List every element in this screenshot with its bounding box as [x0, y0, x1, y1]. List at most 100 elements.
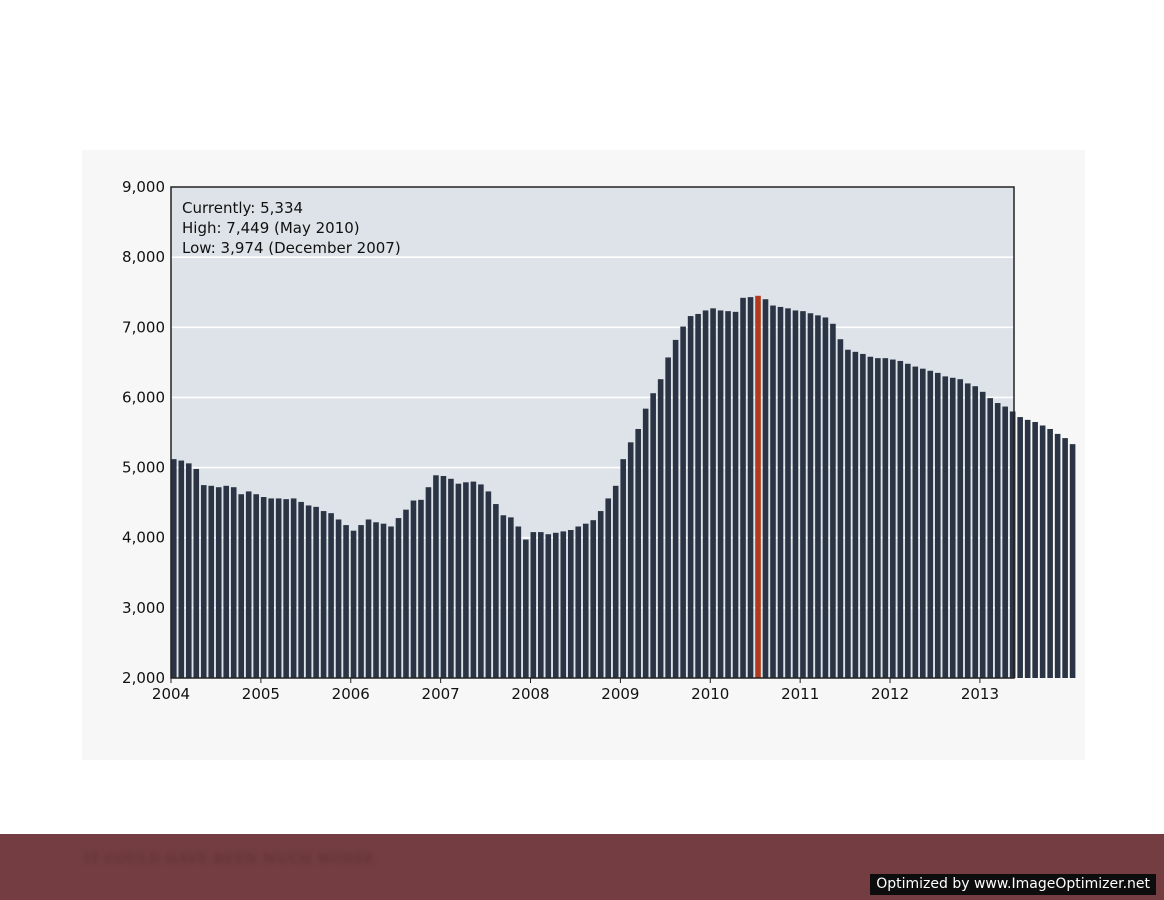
- y-tick-label: 9,000: [122, 178, 165, 196]
- x-tick-label: 2005: [242, 685, 280, 703]
- bar: [500, 515, 507, 678]
- bar: [740, 297, 746, 678]
- bar: [1062, 438, 1068, 678]
- y-tick-label: 5,000: [122, 459, 165, 477]
- bar: [867, 356, 874, 678]
- bar: [695, 313, 701, 678]
- bar: [208, 485, 215, 678]
- bar: [1009, 411, 1016, 678]
- bar: [747, 297, 754, 678]
- x-tick-label: 2013: [961, 685, 999, 703]
- bar: [1002, 406, 1008, 678]
- bar: [313, 506, 319, 678]
- bar: [433, 475, 439, 678]
- bar: [905, 363, 911, 678]
- y-tick-label: 2,000: [122, 669, 165, 687]
- x-tick-label: 2009: [601, 685, 639, 703]
- bar: [365, 519, 372, 678]
- bar: [830, 323, 836, 678]
- x-tick-label: 2006: [332, 685, 370, 703]
- bar: [882, 358, 889, 678]
- bar: [994, 403, 1001, 678]
- bar: [388, 526, 394, 678]
- bar: [178, 460, 185, 678]
- bar: [538, 532, 544, 678]
- bar: [515, 526, 522, 678]
- bar: [665, 357, 671, 678]
- bar: [979, 391, 986, 678]
- bar: [687, 316, 694, 678]
- bar: [964, 383, 971, 678]
- plot-border: [170, 186, 1015, 679]
- x-tick-label: 2004: [152, 685, 190, 703]
- y-tick-label: 8,000: [122, 248, 165, 266]
- annotation-high: High: 7,449 (May 2010): [182, 219, 360, 237]
- bar: [837, 339, 844, 678]
- bar: [530, 532, 537, 678]
- bar: [305, 505, 312, 678]
- y-tick-label: 3,000: [122, 599, 165, 617]
- bar: [373, 522, 379, 678]
- bar: [590, 520, 597, 678]
- bar: [642, 408, 649, 678]
- bar: [949, 377, 956, 678]
- chart-panel: 2,000 3,000 4,000 5,000 6,000 7,000 8,000 9,000…: [82, 150, 1085, 760]
- y-axis: 2,000 3,000 4,000 5,000 6,000 7,000 8,000 9,000: [122, 178, 165, 687]
- bar: [957, 379, 964, 678]
- bar: [343, 525, 349, 678]
- bar: [283, 499, 289, 678]
- bar: [852, 351, 859, 678]
- bar: [942, 376, 949, 678]
- bar: [605, 498, 612, 678]
- bar: [912, 366, 919, 678]
- x-tick-label: 2010: [691, 685, 729, 703]
- bar: [1024, 419, 1031, 678]
- bar: [275, 498, 282, 678]
- bar: [380, 523, 387, 678]
- bar: [508, 517, 514, 678]
- bar: [238, 494, 244, 678]
- bar: [927, 370, 934, 678]
- annotation-low: Low: 3,974 (December 2007): [182, 239, 401, 257]
- bar: [920, 368, 926, 678]
- bar-highlight: [755, 295, 761, 678]
- bar: [395, 518, 402, 678]
- x-axis: 2004 2005 2006 2007 2008 2009 2010 2011 2012 2013: [152, 678, 999, 703]
- bar: [1017, 417, 1023, 678]
- footer-caption: IT COULD HAVE BEEN MUCH WORSE: [84, 852, 375, 867]
- bar: [470, 481, 477, 678]
- x-tick-label: 2008: [511, 685, 549, 703]
- bar: [875, 358, 881, 678]
- bar: [523, 539, 529, 678]
- bar: [650, 393, 656, 678]
- bar: [567, 530, 574, 678]
- bar: [253, 494, 259, 678]
- bar: [815, 315, 821, 678]
- bar: [717, 310, 724, 678]
- bar: [485, 491, 492, 678]
- bar-chart: 2,000 3,000 4,000 5,000 6,000 7,000 8,000 9,000…: [122, 178, 1076, 703]
- bar: [215, 487, 222, 678]
- y-tick-label: 6,000: [122, 388, 165, 406]
- annotation-current: Currently: 5,334: [182, 199, 303, 217]
- y-tick-label: 4,000: [122, 529, 165, 547]
- bar: [732, 311, 739, 678]
- bar: [582, 523, 589, 678]
- bar: [807, 313, 814, 678]
- bar: [680, 326, 686, 678]
- bar: [455, 483, 462, 678]
- y-tick-label: 7,000: [122, 318, 165, 336]
- bar: [575, 526, 582, 678]
- bar: [710, 308, 716, 678]
- bar: [493, 504, 499, 678]
- bar: [702, 310, 709, 678]
- bar: [762, 299, 769, 678]
- bar: [934, 372, 941, 678]
- bar: [358, 525, 364, 678]
- bar: [620, 459, 626, 678]
- bar: [792, 310, 799, 678]
- bar: [987, 398, 993, 678]
- bar: [193, 468, 200, 678]
- bar: [440, 475, 447, 678]
- bar: [552, 532, 559, 678]
